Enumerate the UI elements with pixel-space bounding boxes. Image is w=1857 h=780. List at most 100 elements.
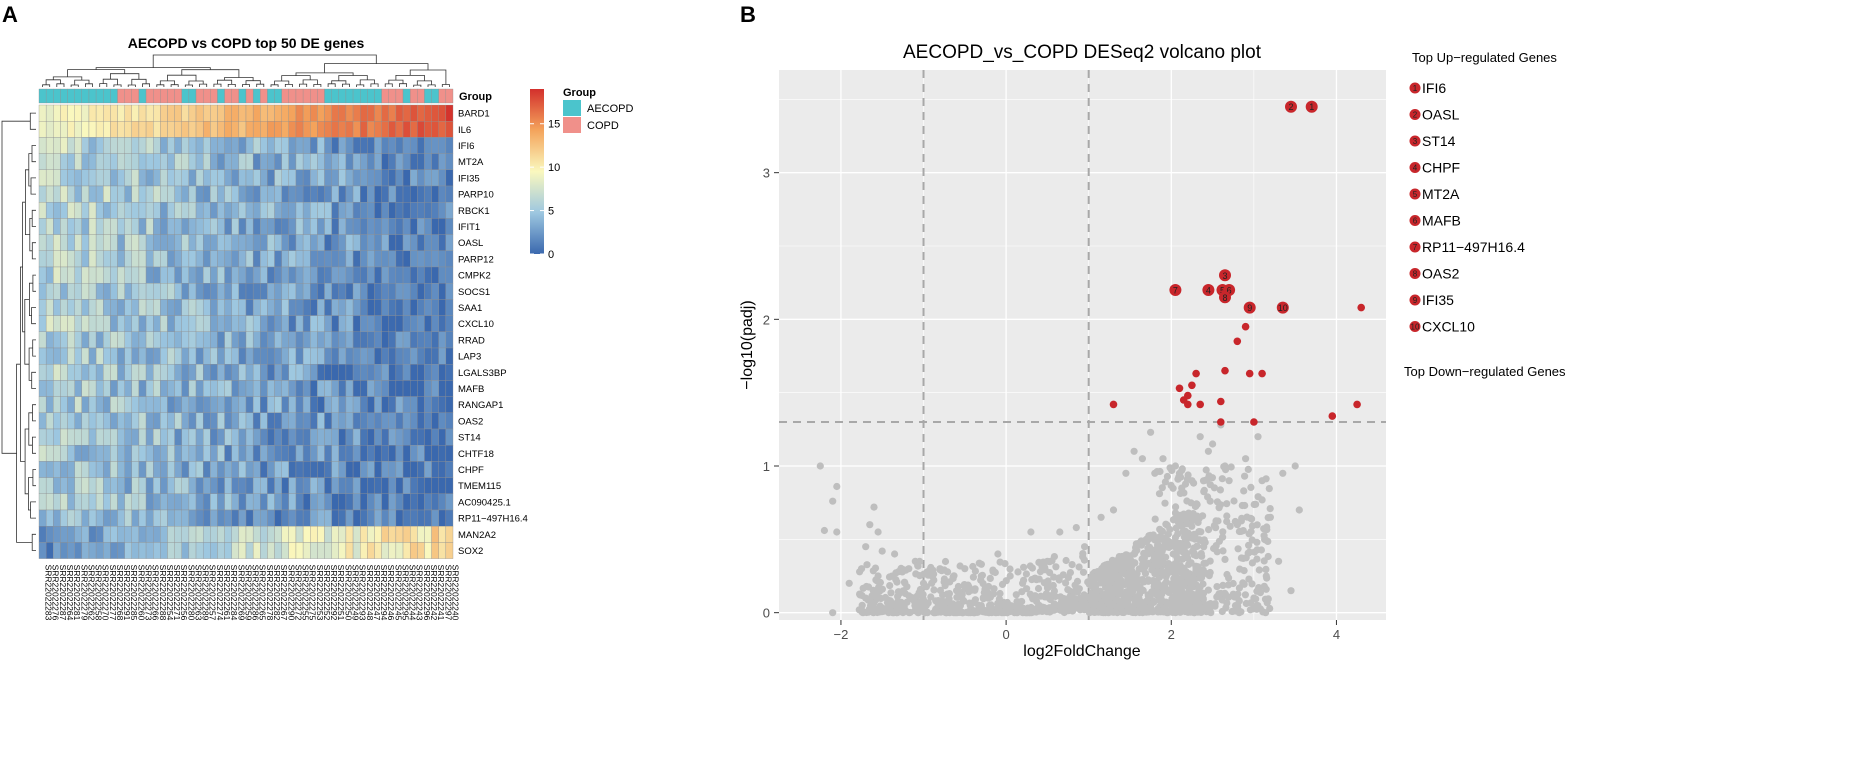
heatmap-cell — [181, 412, 190, 430]
heatmap-cell — [160, 234, 168, 251]
heatmap-cell — [302, 299, 311, 316]
sample-label: SRR22022283 — [44, 565, 54, 621]
heatmap-cell — [310, 526, 318, 543]
heatmap-cell — [438, 526, 447, 543]
heatmap-cell — [245, 266, 254, 284]
heatmap-cell — [360, 137, 368, 154]
heatmap-cell — [124, 347, 132, 365]
column-dendrogram-branch — [213, 83, 222, 87]
nonsignificant-point — [1218, 475, 1226, 483]
heatmap-cell — [310, 121, 318, 138]
heatmap-cell — [45, 266, 54, 284]
heatmap-cell — [317, 250, 325, 268]
heatmap-cell — [88, 509, 97, 527]
group-annotation-cell — [424, 88, 432, 104]
significant-point — [1250, 418, 1258, 426]
heatmap-cell — [53, 121, 61, 138]
heatmap-cell — [195, 364, 204, 381]
sample-label: SRR22022248 — [365, 565, 375, 621]
row-dendrogram-branch — [20, 266, 26, 462]
row-dendrogram-branch — [1, 120, 31, 454]
group-annotation-cell — [295, 88, 304, 104]
nonsignificant-point — [1169, 550, 1177, 558]
heatmap-cell — [438, 137, 447, 154]
group-annotation-cell — [138, 88, 147, 104]
heatmap-cell — [60, 315, 68, 332]
heatmap-cell — [381, 428, 389, 446]
heatmap-cell — [53, 250, 61, 268]
group-annotation-cell — [74, 88, 83, 104]
heatmap-cell — [74, 202, 83, 219]
heatmap-cell — [117, 250, 125, 268]
nonsignificant-point — [1129, 573, 1137, 581]
group-annotation-cell — [103, 88, 111, 104]
y-tick-label: 3 — [763, 166, 770, 181]
heatmap-cell — [417, 315, 425, 332]
heatmap-cell — [317, 461, 325, 478]
column-dendrogram-branch — [45, 79, 61, 85]
heatmap-cell — [245, 299, 254, 316]
group-annotation-cell — [288, 88, 297, 104]
heatmap-cell — [217, 250, 225, 268]
nonsignificant-point — [1159, 455, 1167, 463]
heatmap-cell — [188, 347, 197, 365]
nonsignificant-point — [934, 601, 942, 609]
heatmap-cell — [424, 412, 432, 430]
heatmap-cell — [181, 380, 190, 397]
heatmap-cell — [331, 283, 339, 300]
heatmap-cell — [103, 234, 111, 251]
heatmap-cell — [53, 380, 61, 397]
heatmap-cell — [260, 526, 268, 543]
heatmap-cell — [88, 104, 97, 122]
heatmap-cell — [217, 347, 225, 365]
nonsignificant-point — [1241, 591, 1249, 599]
heatmap-cell — [281, 477, 290, 494]
heatmap-cell — [224, 493, 232, 511]
heatmap-cell — [103, 202, 111, 219]
heatmap-cell — [231, 218, 240, 235]
heatmap-cell — [274, 153, 282, 170]
heatmap-cell — [153, 299, 161, 316]
nonsignificant-point — [969, 599, 977, 607]
sample-label: SRR22022284 — [229, 565, 239, 621]
heatmap-cell — [67, 266, 75, 284]
nonsignificant-point — [1216, 486, 1224, 494]
heatmap-cell — [381, 185, 389, 203]
heatmap-cell — [402, 347, 411, 365]
heatmap-cell — [188, 234, 197, 251]
heatmap-cell — [231, 137, 240, 154]
heatmap-cell — [252, 299, 261, 316]
heatmap-cell — [402, 104, 411, 122]
heatmap-cell — [267, 218, 275, 235]
sample-label: SRR22022282 — [272, 565, 282, 621]
heatmap-cell — [217, 331, 225, 349]
heatmap-cell — [409, 153, 418, 170]
heatmap-cell — [181, 218, 190, 235]
heatmap-cell — [331, 250, 339, 268]
heatmap-cell — [81, 234, 90, 251]
nonsignificant-point — [1155, 490, 1164, 498]
heatmap-cell — [395, 445, 404, 462]
heatmap-cell — [388, 315, 397, 332]
nonsignificant-point — [1163, 472, 1171, 481]
heatmap-cell — [117, 461, 125, 478]
heatmap-cell — [424, 347, 432, 365]
nonsignificant-point — [1171, 587, 1179, 595]
heatmap-cell — [153, 250, 161, 268]
heatmap-cell — [117, 493, 125, 511]
heatmap-cell — [195, 331, 204, 349]
heatmap-cell — [381, 526, 389, 543]
heatmap-cell — [281, 509, 290, 527]
nonsignificant-point — [1216, 501, 1225, 509]
heatmap-cell — [360, 412, 368, 430]
labeled-point-marker — [1243, 301, 1256, 314]
nonsignificant-point — [1097, 513, 1105, 521]
heatmap-cell — [188, 315, 197, 332]
heatmap-cell — [274, 185, 282, 203]
heatmap-cell — [110, 218, 118, 235]
heatmap-cell — [131, 493, 140, 511]
nonsignificant-point — [1235, 606, 1243, 615]
gene-label: OASL — [458, 238, 483, 249]
heatmap-cell — [81, 104, 90, 122]
heatmap-cell — [110, 153, 118, 170]
